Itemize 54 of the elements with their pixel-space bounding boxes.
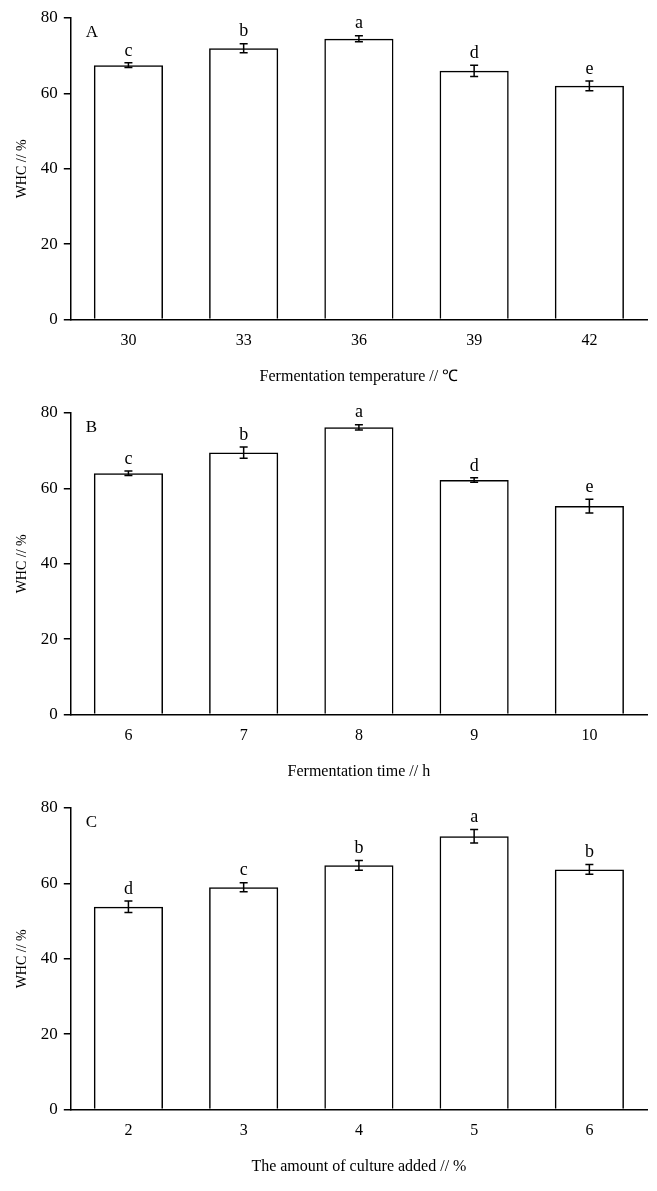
annotation: a bbox=[354, 401, 363, 422]
y-tick-label: 0 bbox=[49, 309, 58, 329]
x-tick-label: 3 bbox=[239, 1121, 248, 1139]
annotation: d bbox=[123, 877, 133, 898]
y-axis-title: WHC // % bbox=[14, 533, 30, 594]
y-tick-label: 60 bbox=[40, 872, 58, 892]
x-tick-label: 6 bbox=[124, 726, 133, 744]
annotation: c bbox=[239, 859, 248, 880]
x-tick-label: 6 bbox=[585, 1121, 594, 1139]
x-tick-label: 7 bbox=[239, 726, 248, 744]
annotation: b bbox=[354, 837, 364, 858]
x-tick-label: 10 bbox=[581, 726, 598, 744]
y-tick-label: 20 bbox=[40, 233, 58, 253]
x-tick-label: 8 bbox=[354, 726, 363, 744]
annotation: e bbox=[585, 57, 594, 78]
annotation: b bbox=[239, 423, 249, 444]
x-tick-label: 4 bbox=[354, 1121, 363, 1139]
annotation: b bbox=[584, 841, 594, 862]
x-tick-label: 5 bbox=[470, 1121, 479, 1139]
y-axis-title: WHC // % bbox=[14, 138, 30, 199]
x-tick-label: 30 bbox=[120, 331, 137, 349]
y-tick-label: 80 bbox=[40, 7, 58, 27]
y-tick-label: 40 bbox=[40, 948, 58, 968]
annotation: d bbox=[469, 41, 479, 62]
annotation: c bbox=[124, 447, 133, 468]
annotation: a bbox=[470, 806, 479, 827]
annotation: c bbox=[124, 39, 133, 60]
annotation: b bbox=[239, 20, 249, 41]
y-tick-label: 40 bbox=[40, 158, 58, 178]
y-tick-label: 80 bbox=[40, 402, 58, 422]
x-tick-label: 33 bbox=[235, 331, 252, 349]
x-tick-label: 9 bbox=[470, 726, 479, 744]
x-tick-label: 39 bbox=[466, 331, 483, 349]
y-tick-label: 0 bbox=[49, 1099, 58, 1119]
y-tick-label: 40 bbox=[40, 553, 58, 573]
annotation: a bbox=[354, 12, 363, 33]
y-tick-label: 0 bbox=[49, 704, 58, 724]
y-tick-label: 20 bbox=[40, 1023, 58, 1043]
annotation: d bbox=[469, 454, 479, 475]
y-axis-title: WHC // % bbox=[14, 928, 30, 989]
chart-title: C bbox=[85, 811, 98, 831]
y-tick-label: 60 bbox=[40, 82, 58, 102]
x-axis-title: Fermentation temperature // ℃ bbox=[259, 366, 459, 385]
x-axis-title: The amount of culture added // % bbox=[251, 1156, 467, 1174]
y-tick-label: 20 bbox=[40, 628, 58, 648]
y-tick-label: 80 bbox=[40, 797, 58, 817]
x-tick-label: 2 bbox=[124, 1121, 133, 1139]
chart-title: A bbox=[85, 21, 99, 41]
x-axis-title: Fermentation time // h bbox=[287, 761, 431, 779]
x-tick-label: 42 bbox=[581, 331, 598, 349]
y-tick-label: 60 bbox=[40, 477, 58, 497]
chart-title: B bbox=[85, 416, 98, 436]
annotation: e bbox=[585, 476, 594, 497]
x-tick-label: 36 bbox=[350, 331, 367, 349]
